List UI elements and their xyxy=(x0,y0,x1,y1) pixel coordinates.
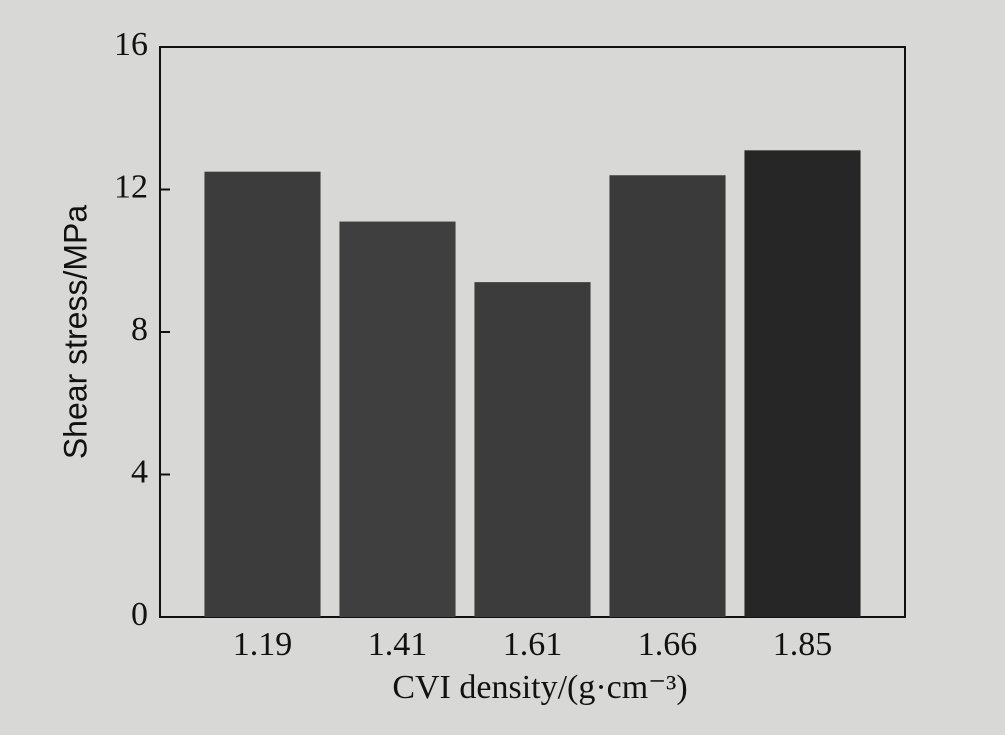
bar xyxy=(744,150,861,617)
x-axis-label: CVI density/(g·cm⁻³) xyxy=(392,669,687,706)
bar xyxy=(339,221,456,617)
y-tick-label: 12 xyxy=(114,168,148,205)
x-tick-label: 1.19 xyxy=(233,626,293,663)
x-tick-label: 1.66 xyxy=(638,626,698,663)
bar xyxy=(204,171,321,617)
x-tick-label: 1.85 xyxy=(773,626,833,663)
x-tick-label: 1.61 xyxy=(503,626,563,663)
bar xyxy=(474,282,591,617)
y-tick-label: 8 xyxy=(131,311,148,348)
bar xyxy=(609,175,726,617)
y-tick-label: 0 xyxy=(131,596,148,633)
y-tick-label: 16 xyxy=(114,26,148,63)
x-tick-label: 1.41 xyxy=(368,626,428,663)
y-tick-label: 4 xyxy=(131,453,148,490)
y-axis-label: Shear stress/MPa xyxy=(57,205,93,460)
